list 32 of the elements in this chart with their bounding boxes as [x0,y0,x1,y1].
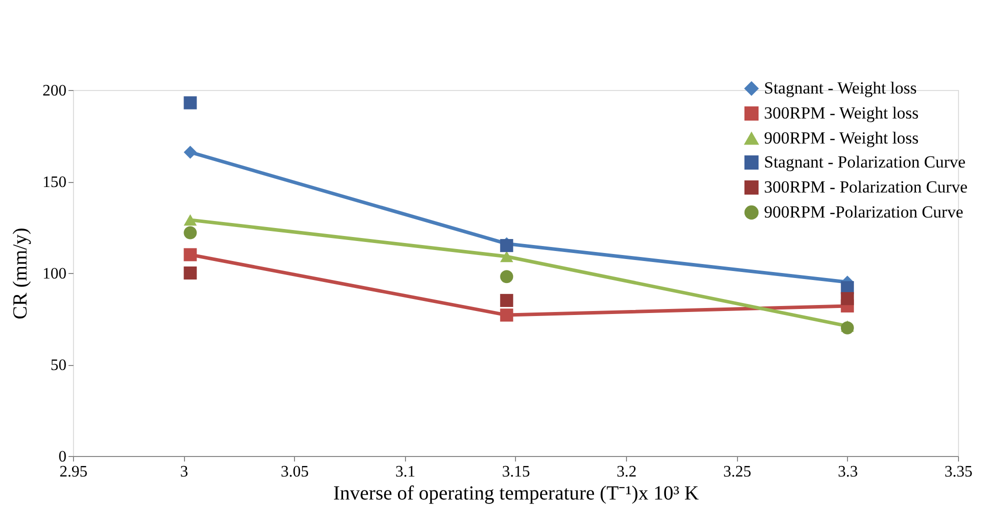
point [184,266,197,280]
legend-label: Stagnant - Weight loss [764,78,917,98]
x-tick-label: 3.3 [838,464,858,480]
point [500,294,514,307]
x-tick-label: 3.2 [616,464,637,480]
x-tick-label: 3.15 [502,464,530,480]
y-tick-label: 0 [58,448,66,466]
x-tick-label: 2.95 [60,464,88,480]
y-tick-label: 200 [42,82,66,100]
legend-label: 900RPM - Weight loss [764,128,919,148]
x-tick-label: 3.05 [280,464,309,480]
point [184,96,197,110]
point [500,270,514,284]
point [184,226,197,240]
point [184,248,197,262]
legend-label: 300RPM - Polarization Curve [764,178,968,196]
point [500,308,514,322]
point [840,292,854,306]
point [184,146,197,159]
legend-label: 900RPM -Polarization Curve [764,202,964,222]
x-tick-label: 3 [180,464,188,480]
y-tick-label: 50 [50,357,66,374]
legend-label: 300RPM - Weight loss [764,104,919,122]
legend-label: Stagnant - Polarization Curve [764,152,966,172]
y-tick-label: 150 [42,174,66,191]
x-tick-label: 3.35 [944,464,972,480]
y-axis-title: CR (mm/y) [10,228,32,320]
x-axis-title: Inverse of operating temperature (T⁻¹)x 10³ K [333,482,700,504]
x-tick-label: 3.25 [723,464,752,480]
x-tick-label: 3.1 [395,464,416,480]
point [840,321,854,334]
y-tick-label: 100 [42,266,66,282]
